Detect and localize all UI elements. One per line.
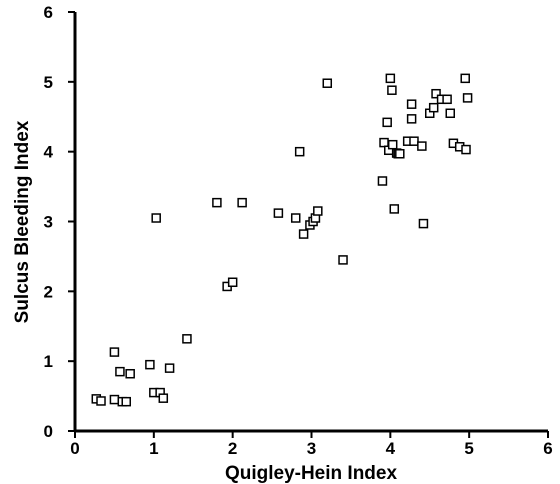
data-point-27 [322, 78, 333, 88]
data-point-20 [290, 213, 301, 223]
data-point-47 [428, 102, 439, 113]
data-point-44 [417, 141, 427, 151]
data-point-29 [377, 176, 388, 186]
x-tick-label-1: 1 [149, 439, 158, 458]
data-point-50 [442, 94, 452, 105]
x-ticks: 0 1 2 3 4 5 6 [70, 431, 553, 458]
x-tick-label-0: 0 [70, 439, 79, 458]
y-ticks: 0 1 2 3 4 5 6 [44, 3, 75, 441]
data-point-1 [96, 396, 106, 406]
y-tick-label-4: 4 [44, 143, 54, 162]
data-point-30 [379, 137, 389, 148]
data-point-35 [387, 139, 398, 150]
data-point-48 [431, 88, 441, 99]
data-point-17 [227, 277, 238, 288]
data-point-43 [409, 136, 419, 146]
data-point-15 [212, 197, 222, 208]
data-point-19 [273, 208, 284, 218]
x-axis-title: Quigley-Hein Index [225, 463, 398, 484]
y-tick-label-5: 5 [44, 73, 53, 92]
data-point-28 [338, 255, 348, 265]
data-point-45 [418, 218, 429, 229]
data-point-5 [109, 347, 120, 357]
y-axis-title: Sulcus Bleeding Index [12, 120, 33, 323]
x-tick-label-4: 4 [386, 439, 396, 458]
data-point-22 [298, 229, 309, 239]
data-point-36 [389, 204, 400, 214]
data-point-4 [121, 396, 131, 407]
y-tick-label-0: 0 [44, 422, 53, 441]
x-tick-label-6: 6 [543, 439, 552, 458]
data-point-55 [461, 144, 471, 155]
y-tick-label-3: 3 [44, 213, 53, 232]
data-points [91, 73, 473, 407]
data-point-21 [294, 146, 305, 157]
x-tick-label-2: 2 [228, 439, 237, 458]
data-point-56 [462, 93, 473, 103]
data-point-13 [182, 334, 192, 344]
data-point-31 [382, 117, 392, 128]
data-point-6 [115, 366, 125, 377]
data-point-12 [164, 363, 175, 373]
data-point-51 [445, 108, 455, 119]
data-point-34 [387, 85, 397, 95]
data-point-54 [460, 73, 470, 84]
data-point-2 [109, 394, 120, 405]
data-point-39 [395, 149, 405, 159]
data-point-26 [313, 206, 323, 216]
data-point-8 [145, 359, 155, 370]
data-point-42 [406, 114, 417, 124]
data-point-11 [158, 393, 169, 403]
data-point-41 [406, 99, 417, 109]
x-tick-label-3: 3 [307, 439, 316, 458]
x-tick-label-5: 5 [464, 439, 473, 458]
y-tick-label-1: 1 [44, 352, 53, 371]
y-tick-label-2: 2 [44, 282, 53, 301]
data-point-18 [237, 197, 247, 208]
y-tick-label-6: 6 [44, 3, 53, 22]
data-point-14 [151, 213, 161, 223]
data-point-7 [125, 368, 135, 379]
data-point-33 [385, 73, 396, 84]
